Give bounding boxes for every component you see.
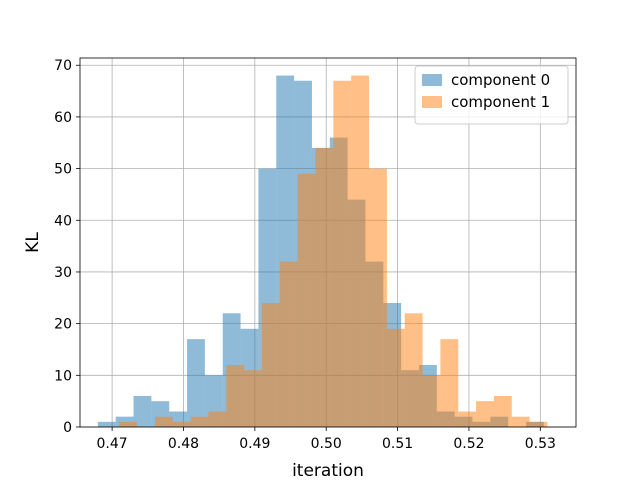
y-axis-label: KL xyxy=(23,232,43,253)
bar-series-1-bin-3 xyxy=(172,421,191,427)
y-tick-label-2: 20 xyxy=(54,317,72,333)
bars xyxy=(97,75,548,428)
x-tick-label-3: 0.50 xyxy=(311,436,342,452)
x-tick-label-1: 0.48 xyxy=(168,436,199,452)
legend-box xyxy=(414,65,569,125)
plot-frame xyxy=(79,57,577,428)
y-tick-label-0: 0 xyxy=(63,420,72,436)
x-tick-label-2: 0.49 xyxy=(239,436,270,452)
bar-series-1-bin-11 xyxy=(315,147,334,427)
bar-series-1-bin-7 xyxy=(244,370,262,427)
bar-series-1-bin-8 xyxy=(261,302,280,427)
bar-series-1-bin-0 xyxy=(119,421,138,427)
y-tick-label-7: 70 xyxy=(54,58,72,74)
bar-series-1-bin-17 xyxy=(422,375,441,427)
legend-label-component-0: component 0 xyxy=(451,71,550,89)
bar-series-1-bin-14 xyxy=(369,168,387,428)
legend: component 0 component 1 xyxy=(414,65,569,125)
x-tick-label-5: 0.52 xyxy=(453,436,484,452)
bar-series-1-bin-6 xyxy=(226,364,245,427)
bar-series-1-bin-9 xyxy=(279,261,298,427)
legend-swatch-component-0 xyxy=(422,74,442,86)
x-tick-label-4: 0.51 xyxy=(382,436,413,452)
bar-series-1-bin-20 xyxy=(476,401,494,427)
bar-series-1-bin-5 xyxy=(208,411,227,427)
y-tick-label-3: 30 xyxy=(54,265,72,281)
x-tick-label-0: 0.47 xyxy=(97,436,128,452)
y-tick-label-5: 50 xyxy=(54,162,72,178)
legend-label-component-1: component 1 xyxy=(451,93,550,111)
bar-series-0-bin-2 xyxy=(133,395,152,427)
ticks: 0.47 0.48 0.49 0.50 0.51 0.52 0.53 0 10 20 30 40 50 6… xyxy=(54,58,556,452)
bar-series-1-bin-23 xyxy=(529,421,548,427)
bar-series-1-bin-19 xyxy=(458,411,477,427)
y-tick-label-4: 40 xyxy=(54,213,72,229)
y-tick-label-6: 60 xyxy=(54,110,72,126)
bar-series-1-bin-10 xyxy=(297,173,316,427)
bar-series-1-bin-2 xyxy=(154,416,173,427)
bar-series-1-bin-16 xyxy=(404,313,423,427)
bar-series-0-bin-5 xyxy=(187,339,205,427)
x-axis-label: iteration xyxy=(292,461,364,480)
bar-series-1-bin-21 xyxy=(493,395,512,427)
bar-series-1-bin-12 xyxy=(333,80,352,427)
bar-series-1-bin-15 xyxy=(386,328,405,427)
y-tick-label-1: 10 xyxy=(54,368,72,384)
bar-series-1-bin-22 xyxy=(511,416,530,427)
bar-series-1-bin-13 xyxy=(351,75,370,428)
bar-series-1-bin-18 xyxy=(440,339,459,427)
bar-series-0-bin-0 xyxy=(97,421,116,427)
legend-swatch-component-1 xyxy=(422,96,442,108)
bar-series-1-bin-4 xyxy=(190,416,209,427)
x-tick-label-6: 0.53 xyxy=(525,436,556,452)
